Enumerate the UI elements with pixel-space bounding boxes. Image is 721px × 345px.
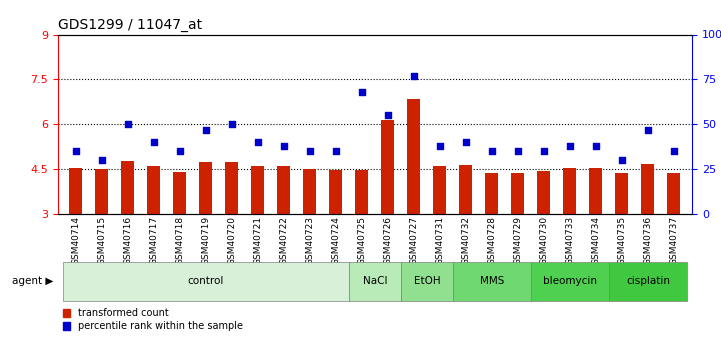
Point xyxy=(668,148,680,154)
Text: GSM40733: GSM40733 xyxy=(565,216,575,265)
Text: GSM40735: GSM40735 xyxy=(617,216,627,265)
Bar xyxy=(200,162,213,214)
Bar xyxy=(459,166,472,214)
Bar xyxy=(433,166,446,214)
Bar xyxy=(563,168,577,214)
Point xyxy=(408,73,420,79)
Point xyxy=(590,143,602,148)
Legend: transformed count, percentile rank within the sample: transformed count, percentile rank withi… xyxy=(63,308,243,332)
Point xyxy=(226,121,238,127)
Bar xyxy=(173,172,187,214)
Bar xyxy=(329,170,342,214)
Text: NaCl: NaCl xyxy=(363,276,387,286)
Point xyxy=(382,112,394,118)
Bar xyxy=(537,171,550,214)
Bar xyxy=(147,166,160,214)
Point xyxy=(122,121,133,127)
Text: GSM40716: GSM40716 xyxy=(123,216,133,265)
Text: GSM40729: GSM40729 xyxy=(513,216,523,265)
Text: GSM40721: GSM40721 xyxy=(253,216,262,265)
Point xyxy=(642,127,654,132)
Text: GSM40714: GSM40714 xyxy=(71,216,80,265)
Bar xyxy=(616,172,629,214)
Text: GSM40731: GSM40731 xyxy=(435,216,444,265)
Point xyxy=(330,148,342,154)
Point xyxy=(200,127,212,132)
Bar xyxy=(226,162,239,214)
Bar xyxy=(355,170,368,214)
Point xyxy=(96,157,107,163)
Text: bleomycin: bleomycin xyxy=(543,276,597,286)
Bar xyxy=(590,168,603,214)
FancyBboxPatch shape xyxy=(401,262,453,302)
Point xyxy=(460,139,472,145)
FancyBboxPatch shape xyxy=(63,262,349,302)
Text: GSM40715: GSM40715 xyxy=(97,216,107,265)
Bar xyxy=(407,99,420,214)
Text: GSM40725: GSM40725 xyxy=(358,216,366,265)
Bar xyxy=(252,166,265,214)
Text: GSM40718: GSM40718 xyxy=(175,216,185,265)
Text: GSM40719: GSM40719 xyxy=(201,216,211,265)
Text: control: control xyxy=(187,276,224,286)
Text: cisplatin: cisplatin xyxy=(626,276,670,286)
Text: GSM40717: GSM40717 xyxy=(149,216,159,265)
Text: GSM40730: GSM40730 xyxy=(539,216,549,265)
Point xyxy=(538,148,549,154)
Text: GSM40726: GSM40726 xyxy=(384,216,392,265)
FancyBboxPatch shape xyxy=(609,262,687,302)
Text: GSM40737: GSM40737 xyxy=(670,216,678,265)
Text: GSM40732: GSM40732 xyxy=(461,216,470,265)
Bar xyxy=(278,166,291,214)
Point xyxy=(616,157,628,163)
Bar xyxy=(668,172,681,214)
Text: GSM40736: GSM40736 xyxy=(643,216,653,265)
Point xyxy=(486,148,497,154)
Bar xyxy=(381,120,394,214)
Text: GSM40728: GSM40728 xyxy=(487,216,497,265)
Bar xyxy=(304,169,317,214)
Point xyxy=(70,148,81,154)
Text: GSM40724: GSM40724 xyxy=(332,216,340,265)
Text: GDS1299 / 11047_at: GDS1299 / 11047_at xyxy=(58,18,202,32)
Text: GSM40723: GSM40723 xyxy=(306,216,314,265)
Text: agent ▶: agent ▶ xyxy=(12,276,54,286)
Text: MMS: MMS xyxy=(479,276,504,286)
Text: GSM40722: GSM40722 xyxy=(280,216,288,265)
Bar xyxy=(485,172,498,214)
Point xyxy=(174,148,186,154)
Bar xyxy=(642,164,655,214)
Text: GSM40720: GSM40720 xyxy=(227,216,236,265)
Text: GSM40734: GSM40734 xyxy=(591,216,601,265)
Point xyxy=(148,139,159,145)
Point xyxy=(278,143,290,148)
FancyBboxPatch shape xyxy=(453,262,531,302)
Bar xyxy=(69,168,82,214)
Point xyxy=(512,148,523,154)
Point xyxy=(564,143,575,148)
Point xyxy=(434,143,446,148)
Bar xyxy=(121,161,134,214)
Point xyxy=(356,89,368,95)
Bar xyxy=(511,173,524,214)
Point xyxy=(304,148,316,154)
Bar xyxy=(95,169,108,214)
FancyBboxPatch shape xyxy=(531,262,609,302)
Text: EtOH: EtOH xyxy=(414,276,441,286)
FancyBboxPatch shape xyxy=(349,262,401,302)
Text: GSM40727: GSM40727 xyxy=(410,216,418,265)
Point xyxy=(252,139,264,145)
